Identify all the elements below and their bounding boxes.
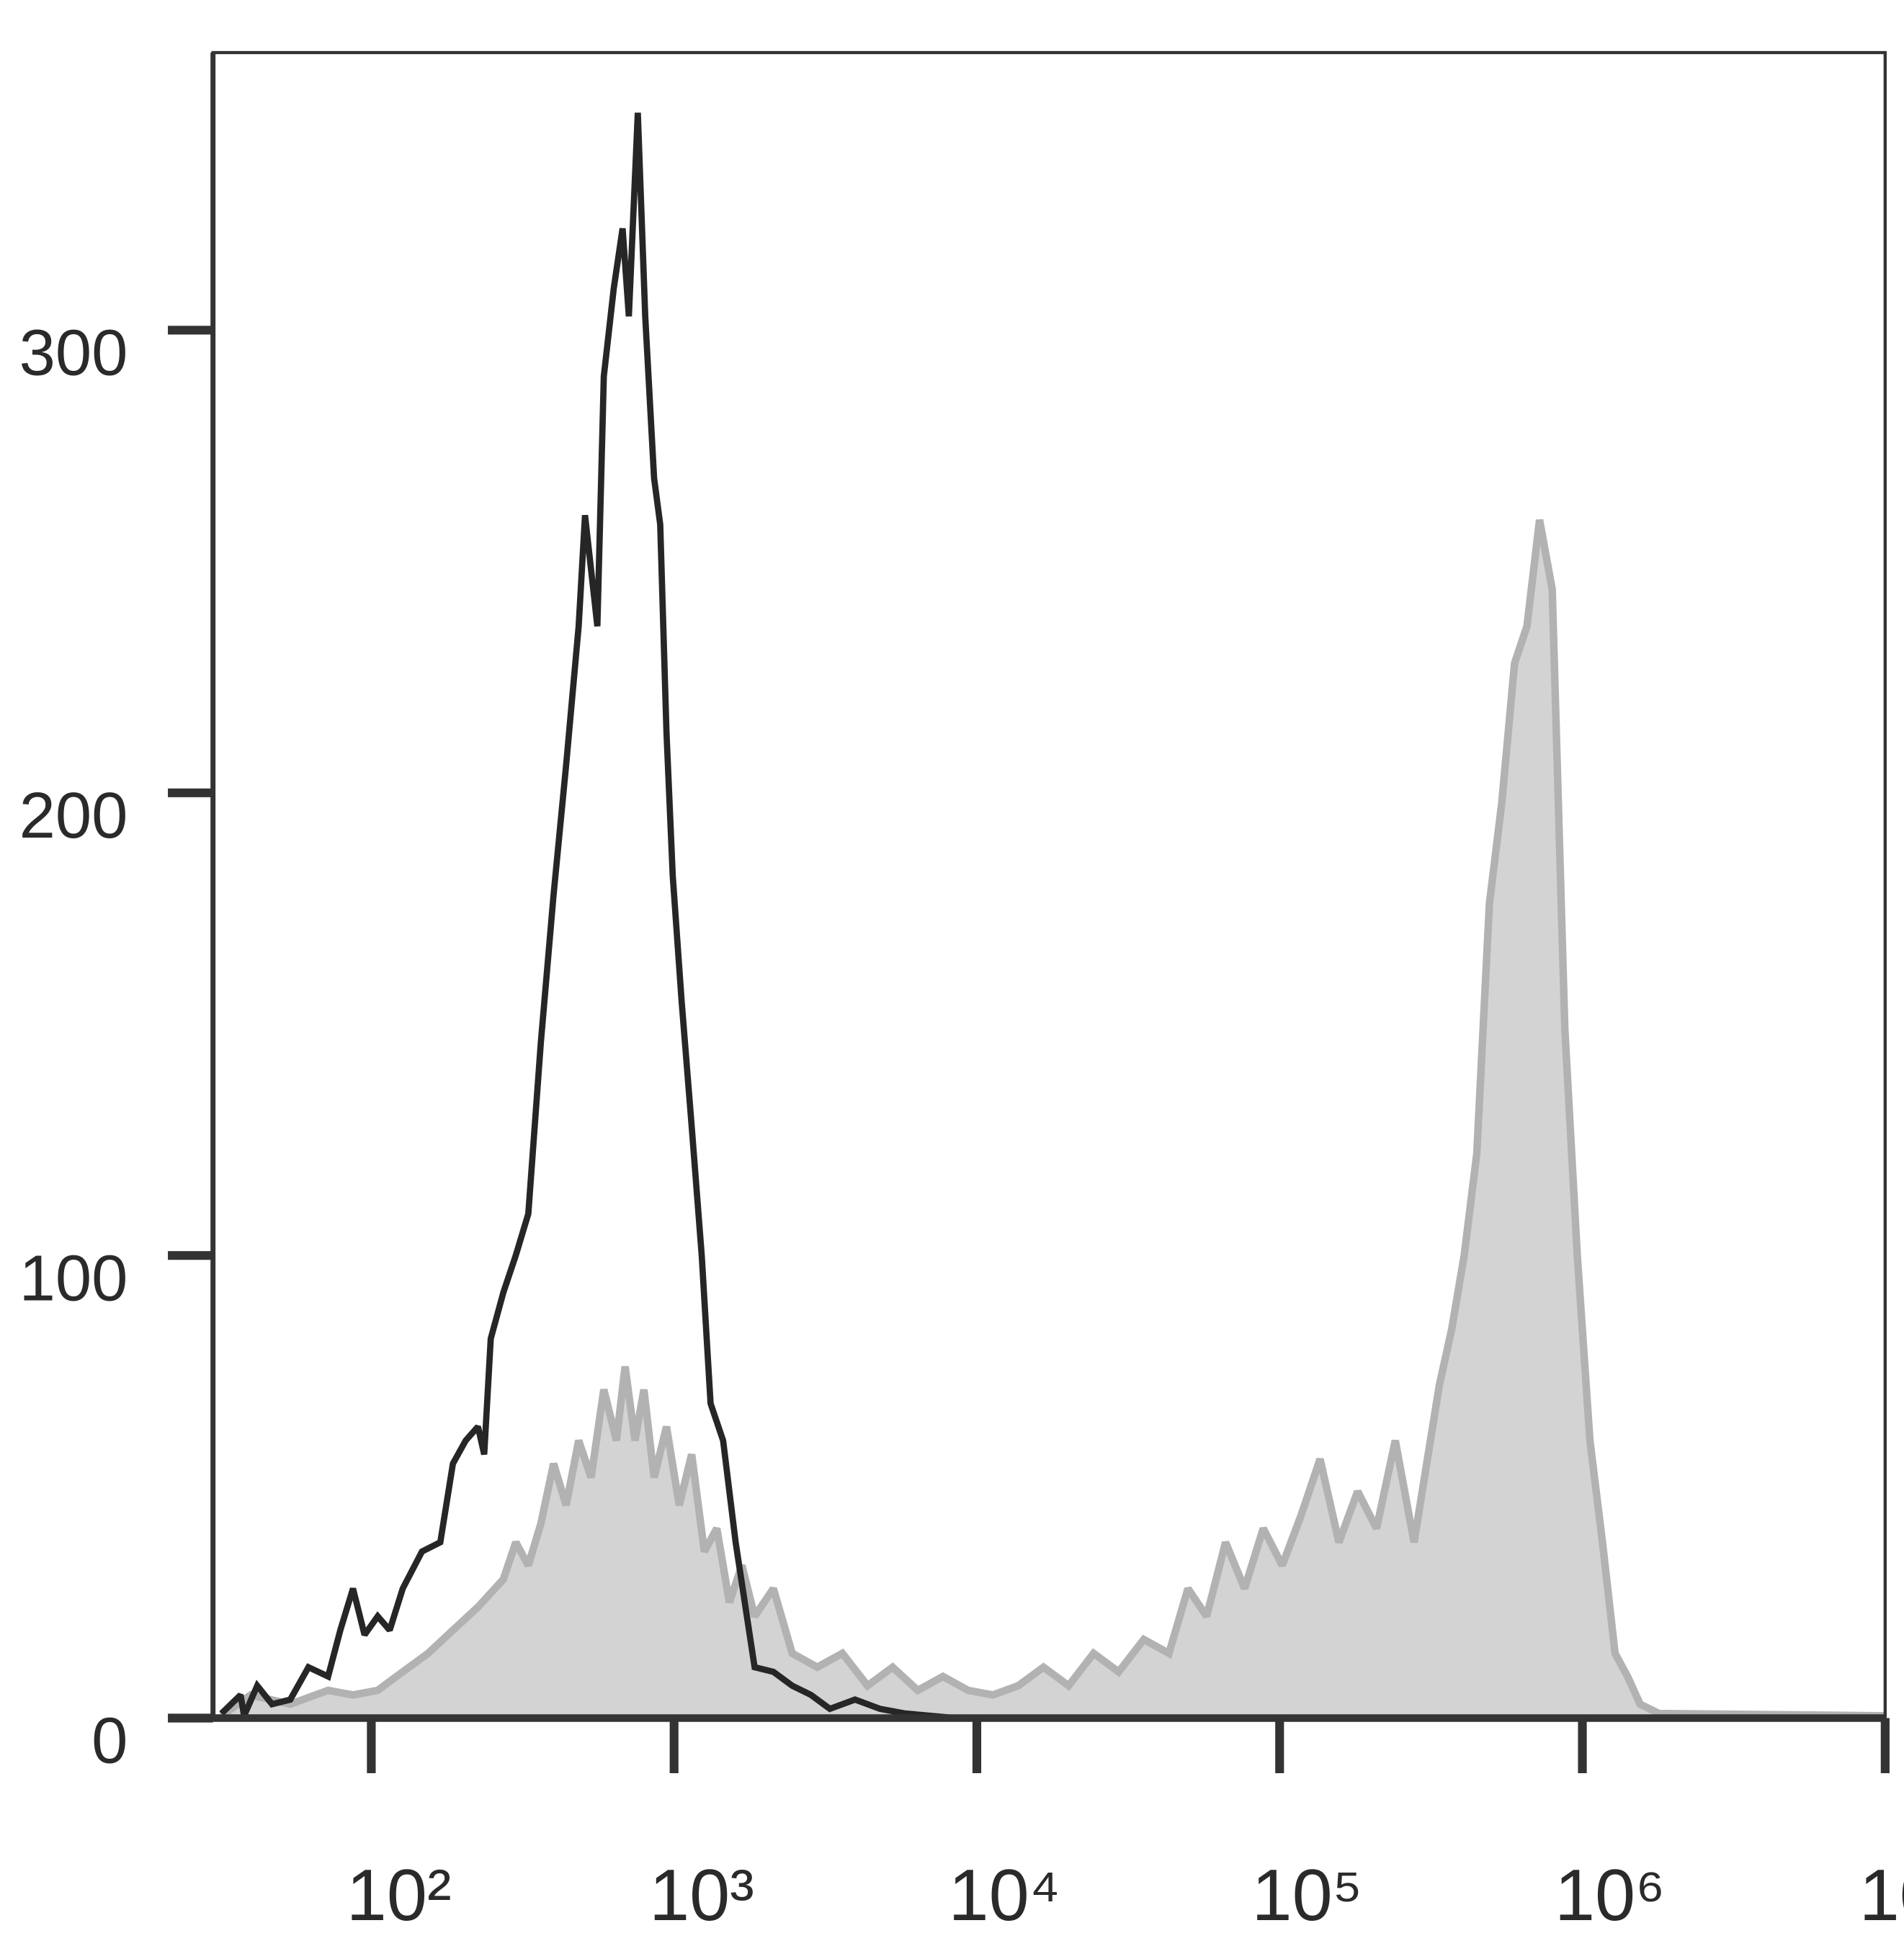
histogram-line	[219, 112, 1885, 1721]
y-tick-label: 200	[19, 779, 128, 852]
x-tick-label: 10³	[649, 1855, 754, 1936]
x-tick-label: 10⁶	[1555, 1855, 1666, 1936]
x-tick-label: 10⁷	[1859, 1855, 1904, 1936]
plot-marks	[219, 112, 1885, 1721]
axes: 0 100 200 300 10² 10³ 10⁴ 10⁵ 10⁶ 10⁷	[19, 50, 1904, 1936]
y-tick-label: 300	[19, 317, 128, 390]
x-tick-label: 10⁴	[948, 1855, 1060, 1936]
x-tick-label: 10⁵	[1252, 1855, 1363, 1936]
y-tick-label: 100	[19, 1242, 128, 1314]
x-tick-label: 10²	[347, 1855, 452, 1936]
y-tick-label: 0	[91, 1705, 128, 1778]
filled-histogram	[219, 519, 1885, 1720]
